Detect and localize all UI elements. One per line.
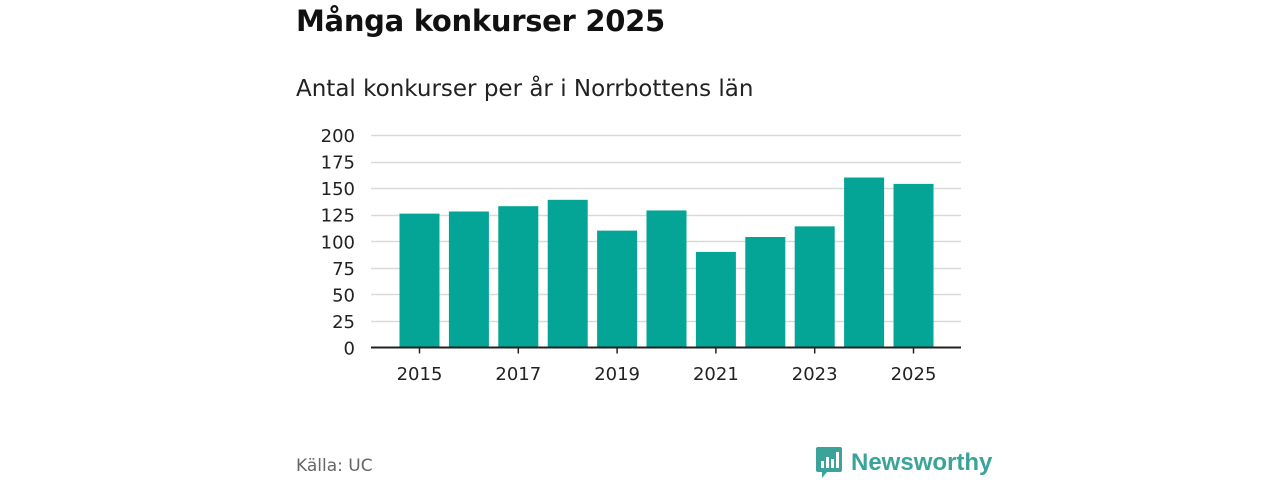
y-tick-label: 0 [344, 339, 355, 360]
y-tick-label: 75 [332, 259, 355, 280]
x-tick-label: 2025 [891, 364, 937, 385]
bar-2024 [844, 177, 885, 347]
bar-2021 [695, 251, 736, 347]
x-axis-ticks [418, 347, 915, 354]
x-tick-label: 2021 [693, 364, 739, 385]
y-tick-label: 50 [332, 285, 355, 306]
y-axis-tick-labels: 0 25 50 75 100 125 150 175 200 [321, 126, 355, 360]
y-tick-label: 25 [332, 312, 355, 333]
chart-subtitle: Antal konkurser per år i Norrbottens län [296, 76, 754, 102]
x-tick-label: 2019 [594, 364, 640, 385]
bar-2019 [597, 230, 638, 347]
bar-2018 [547, 199, 588, 347]
y-tick-label: 100 [321, 232, 355, 253]
bar-2017 [498, 206, 539, 347]
bar-2025 [893, 183, 934, 347]
x-axis-tick-labels: 2015 2017 2019 2021 2023 2025 [397, 364, 937, 385]
bar-2022 [745, 237, 786, 347]
x-tick-label: 2015 [397, 364, 443, 385]
x-tick-label: 2023 [792, 364, 838, 385]
bar-2020 [646, 210, 687, 347]
newsworthy-logo-icon [816, 447, 842, 478]
source-note: Källa: UC [296, 456, 373, 476]
bar-2023 [794, 226, 835, 347]
x-tick-label: 2017 [495, 364, 541, 385]
brand-logo: Newsworthy [815, 446, 992, 480]
brand-name: Newsworthy [851, 449, 993, 476]
y-tick-label: 175 [321, 153, 355, 174]
bars [399, 177, 934, 347]
chart-title: Många konkurser 2025 [296, 4, 665, 38]
bar-2016 [448, 211, 489, 347]
y-tick-label: 200 [321, 126, 355, 147]
y-tick-label: 150 [321, 179, 355, 200]
y-tick-label: 125 [321, 206, 355, 227]
bar-2015 [399, 213, 440, 347]
